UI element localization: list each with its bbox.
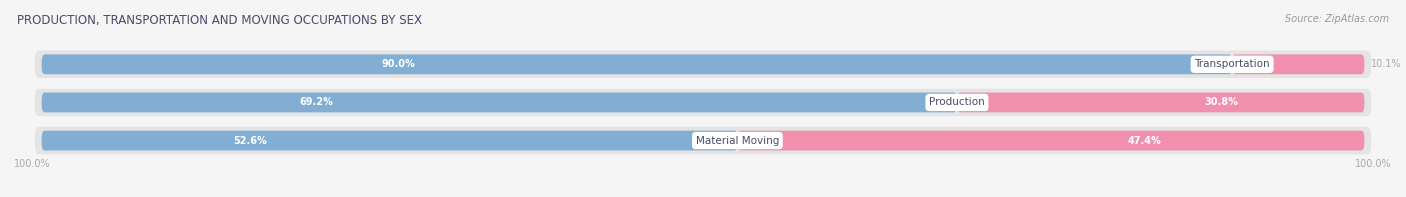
FancyBboxPatch shape <box>35 127 1371 154</box>
Text: 47.4%: 47.4% <box>1128 136 1161 146</box>
Text: 69.2%: 69.2% <box>299 98 333 107</box>
FancyBboxPatch shape <box>42 54 1232 74</box>
FancyBboxPatch shape <box>737 131 1364 151</box>
Text: Source: ZipAtlas.com: Source: ZipAtlas.com <box>1285 14 1389 24</box>
Text: 30.8%: 30.8% <box>1205 98 1239 107</box>
FancyBboxPatch shape <box>35 89 1371 116</box>
Text: 52.6%: 52.6% <box>233 136 267 146</box>
Text: Transportation: Transportation <box>1194 59 1270 69</box>
Text: 100.0%: 100.0% <box>1355 159 1392 169</box>
FancyBboxPatch shape <box>42 131 737 151</box>
Text: Material Moving: Material Moving <box>696 136 779 146</box>
Text: 100.0%: 100.0% <box>14 159 51 169</box>
Text: 90.0%: 90.0% <box>382 59 416 69</box>
Text: Production: Production <box>929 98 984 107</box>
FancyBboxPatch shape <box>35 51 1371 78</box>
FancyBboxPatch shape <box>42 93 957 112</box>
Text: 10.1%: 10.1% <box>1371 59 1402 69</box>
FancyBboxPatch shape <box>1232 54 1364 74</box>
Text: PRODUCTION, TRANSPORTATION AND MOVING OCCUPATIONS BY SEX: PRODUCTION, TRANSPORTATION AND MOVING OC… <box>17 14 422 27</box>
FancyBboxPatch shape <box>957 93 1364 112</box>
